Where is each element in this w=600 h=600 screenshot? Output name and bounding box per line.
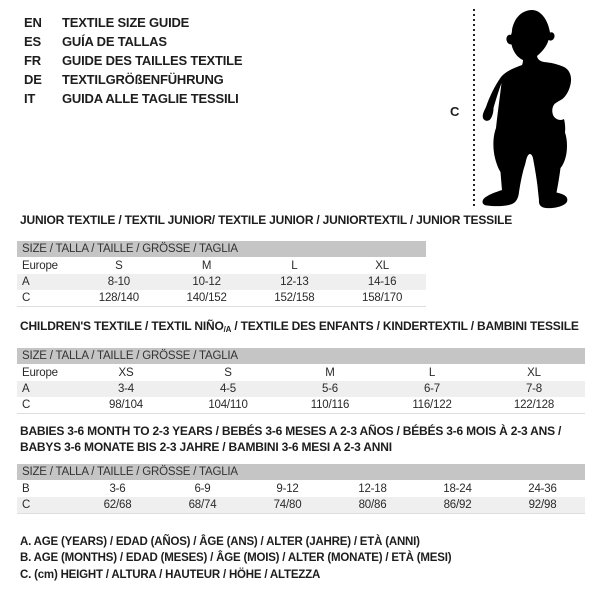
row-label-cell: A [17,381,75,397]
value-cell: 158/170 [362,292,403,304]
value-cell: 140/152 [186,292,227,304]
column-header-cell: L [428,366,436,379]
value-cell: 14-16 [338,274,426,290]
value-cell: 8-10 [75,274,163,290]
language-code: EN [24,15,42,30]
value-cell: 7-8 [483,381,585,397]
value-cell: 6-9 [194,482,211,495]
junior-size-table: SIZE / TALLA / TAILLE / GRÖSSE / TAGLIA … [17,241,426,307]
junior-textile-section: JUNIOR TEXTILE / TEXTIL JUNIOR/ TEXTILE … [17,213,513,307]
language-title: GUÍA DE TALLAS [62,34,167,49]
column-header-row: Europe XS S M L XL [17,364,585,381]
table-row: C 62/68 68/74 74/80 80/86 86/92 92/98 [17,497,585,514]
column-header-cell: S [224,366,232,379]
value-cell: 128/140 [98,292,139,304]
table-row: A 3-4 4-5 5-6 6-7 7-8 [17,381,585,397]
column-header-cell: XL [527,366,541,379]
column-header-cell: XS [118,366,134,379]
row-label-cell: C [22,292,31,304]
value-cell: 12-18 [358,482,387,495]
value-cell: 68/74 [160,497,245,514]
value-cell: 116/122 [412,399,452,411]
value-cell: 86/92 [415,497,500,514]
junior-table-title: JUNIOR TEXTILE / TEXTIL JUNIOR/ TEXTILE … [20,213,513,227]
value-cell: 92/98 [500,497,585,514]
note-height-cm: C. (cm) HEIGHT / ALTURA / HAUTEUR / HÖHE… [20,568,321,581]
children-size-table: SIZE / TALLA / TAILLE / GRÖSSE / TAGLIA … [17,348,585,414]
column-header-cell: XL [375,259,389,272]
value-cell: 9-12 [276,482,299,495]
value-cell: 74/80 [245,497,330,514]
table-row: SIZE / TALLA / TAILLE / GRÖSSE / TAGLIA [17,348,585,364]
title-line-1: BABIES 3-6 MONTH TO 2-3 YEARS / BEBÉS 3-… [20,424,562,438]
value-cell: 152/158 [274,292,315,304]
language-list: EN TEXTILE SIZE GUIDE ES GUÍA DE TALLAS … [24,13,243,108]
title-line-2: BABYS 3-6 MONATE BIS 2-3 JAHRE / BAMBINI… [20,440,392,454]
language-row: IT GUIDA ALLE TAGLIE TESSILI [24,89,242,108]
language-title: TEXTILE SIZE GUIDE [62,15,190,30]
table-row: SIZE / TALLA / TAILLE / GRÖSSE / TAGLIA [17,241,426,257]
table-row: SIZE / TALLA / TAILLE / GRÖSSE / TAGLIA [17,464,585,480]
column-header-cell: Europe [22,366,58,379]
language-row: FR GUIDE DES TAILLES TEXTILE [24,51,243,70]
value-cell: 10-12 [162,274,251,290]
value-cell: 24-36 [528,482,557,495]
table-row: A 8-10 10-12 12-13 14-16 [17,274,426,290]
size-header-bar: SIZE / TALLA / TAILLE / GRÖSSE / TAGLIA [17,241,426,257]
language-code: IT [24,91,36,106]
language-title: GUIDA ALLE TAGLIE TESSILI [62,91,239,106]
table-row: C 98/104 104/110 110/116 116/122 122/128 [17,397,585,414]
value-cell: 3-4 [75,381,177,397]
value-cell: 80/86 [330,497,415,514]
language-row: DE TEXTILGRÖßENFÜHRUNG [24,70,242,89]
table-row: B 3-6 6-9 9-12 12-18 18-24 24-36 [17,480,585,497]
note-age-years: A. AGE (YEARS) / EDAD (AÑOS) / ÂGE (ANS)… [20,536,420,548]
column-header-cell: L [291,259,298,272]
babies-textile-section: BABIES 3-6 MONTH TO 2-3 YEARS / BEBÉS 3-… [17,423,585,514]
language-code: ES [24,34,41,49]
title-text: CHILDREN'S TEXTILE / TEXTIL NIÑO [20,319,224,333]
size-header-bar: SIZE / TALLA / TAILLE / GRÖSSE / TAGLIA [17,464,585,480]
column-header-cell: Europe [22,259,58,272]
row-label-cell: A [17,274,75,290]
value-cell: 104/110 [208,399,248,411]
column-header-cell: S [115,259,123,272]
value-cell: 3-6 [109,482,126,495]
toddler-silhouette-icon [482,10,572,209]
language-title: GUIDE DES TAILLES TEXTILE [62,53,243,68]
value-cell: 5-6 [279,381,381,397]
language-row: EN TEXTILE SIZE GUIDE [24,13,242,32]
row-label-cell: C [22,399,31,411]
babies-size-table: SIZE / TALLA / TAILLE / GRÖSSE / TAGLIA … [17,464,585,514]
row-label-cell: C [17,497,75,514]
title-text: / TEXTILE DES ENFANTS / KINDERTEXTIL / B… [231,319,579,333]
value-cell: 122/128 [513,399,555,411]
legend-notes: A. AGE (YEARS) / EDAD (AÑOS) / ÂGE (ANS)… [20,534,452,583]
children-textile-section: CHILDREN'S TEXTILE / TEXTIL NIÑO/A / TEX… [17,320,585,414]
column-header-row: Europe S M L XL [17,257,426,274]
row-label-cell: B [22,482,30,495]
note-age-months: B. AGE (MONTHS) / EDAD (MESES) / ÂGE (MO… [20,552,452,565]
value-cell: 110/116 [310,399,350,411]
language-row: ES GUÍA DE TALLAS [24,32,242,51]
babies-table-title: BABIES 3-6 MONTH TO 2-3 YEARS / BEBÉS 3-… [20,423,585,455]
language-code: DE [24,72,42,87]
column-header-cell: M [201,259,212,272]
language-title: TEXTILGRÖßENFÜHRUNG [62,72,224,87]
value-cell: 6-7 [381,381,483,397]
value-cell: 4-5 [177,381,279,397]
size-header-bar: SIZE / TALLA / TAILLE / GRÖSSE / TAGLIA [17,348,585,364]
column-header-cell: M [325,366,335,379]
value-cell: 18-24 [443,482,472,495]
title-subscript: /A [223,325,232,334]
language-code: FR [24,53,41,68]
value-cell: 62/68 [75,497,160,514]
value-cell: 12-13 [250,274,339,290]
children-table-title: CHILDREN'S TEXTILE / TEXTIL NIÑO/A / TEX… [20,320,585,336]
value-cell: 98/104 [109,399,143,411]
height-measure-label: C [450,104,460,119]
height-measure-line [473,9,475,207]
table-row: C 128/140 140/152 152/158 158/170 [17,290,426,307]
